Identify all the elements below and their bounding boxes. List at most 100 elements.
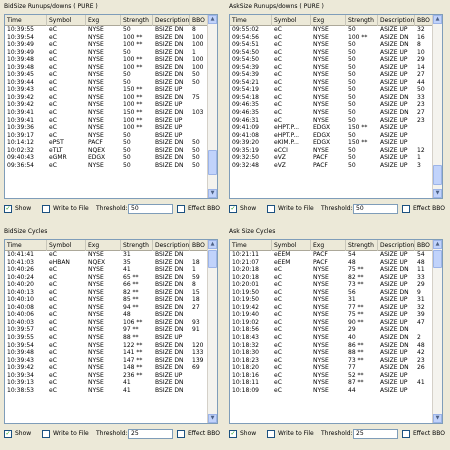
scroll-down-icon[interactable]: ▼ bbox=[208, 414, 217, 423]
table-row[interactable]: 10:18:11 eC NYSE 87 ** ASIZE UP 41 bbox=[230, 379, 433, 387]
scroll-thumb[interactable] bbox=[208, 250, 217, 268]
table-row[interactable]: 10:39:44 eC NYSE 50 BSIZE DN 50 bbox=[5, 79, 208, 87]
table-row[interactable]: 09:32:50 eVZ PACF 50 ASIZE UP 1 bbox=[230, 154, 433, 162]
table-row[interactable]: 10:18:20 eC NYSE 77 ASIZE DN 26 bbox=[230, 364, 433, 372]
table-row[interactable]: 09:46:35 eC NYSE 50 ASIZE UP 23 bbox=[230, 101, 433, 109]
show-checkbox[interactable]: ✓ bbox=[229, 205, 237, 213]
table-row[interactable]: 10:41:41 eC NYSE 31 BSIZE DN bbox=[5, 251, 208, 259]
table-row[interactable]: 10:18:16 eC NYSE 52 ** ASIZE UP bbox=[230, 372, 433, 380]
column-header-5[interactable]: BBO bbox=[415, 15, 433, 26]
scroll-up-icon[interactable]: ▲ bbox=[208, 15, 217, 24]
table-row[interactable]: 09:41:08 eHPT.P... EDGX 50 ASIZE UP bbox=[230, 132, 433, 140]
table-row[interactable]: 09:54:50 eC NYSE 50 ASIZE UP 10 bbox=[230, 49, 433, 57]
table-row[interactable]: 10:39:36 eC NYSE 100 ** BSIZE UP bbox=[5, 124, 208, 132]
table-row[interactable]: 10:18:43 eC NYSE 40 ASIZE DN 2 bbox=[230, 334, 433, 342]
table-row[interactable]: 10:39:42 eC NYSE 100 ** BSIZE UP bbox=[5, 101, 208, 109]
vertical-scrollbar[interactable]: ▲ ▼ bbox=[207, 240, 217, 423]
threshold-input[interactable]: 50 bbox=[128, 204, 173, 214]
effect-bbo-checkbox[interactable] bbox=[402, 205, 410, 213]
column-header-4[interactable]: Description bbox=[155, 15, 190, 26]
table-row[interactable]: 10:18:23 eC NYSE 73 ** ASIZE UP 23 bbox=[230, 357, 433, 365]
scroll-up-icon[interactable]: ▲ bbox=[433, 240, 442, 249]
table-row[interactable]: 10:39:43 eC NYSE 150 ** BSIZE UP bbox=[5, 86, 208, 94]
table-row[interactable]: 10:40:26 eC NYSE 41 BSIZE DN 1 bbox=[5, 266, 208, 274]
vertical-scrollbar[interactable]: ▲ ▼ bbox=[432, 15, 442, 198]
table-row[interactable]: 09:54:39 eC NYSE 50 ASIZE UP 14 bbox=[230, 64, 433, 72]
table-row[interactable]: 10:39:48 eC NYSE 141 ** BSIZE DN 133 bbox=[5, 349, 208, 357]
column-header-1[interactable]: Symbol bbox=[272, 240, 311, 251]
column-header-3[interactable]: Strength bbox=[121, 240, 153, 251]
column-header-3[interactable]: Strength bbox=[346, 240, 378, 251]
table-row[interactable]: 09:35:19 eCCI NYSE 50 ASIZE UP 12 bbox=[230, 147, 433, 155]
table-row[interactable]: 10:19:02 eC NYSE 90 ** ASIZE UP 47 bbox=[230, 319, 433, 327]
data-grid[interactable]: Time Symbol Exg Strength Description BBO 09:55… bbox=[229, 14, 443, 199]
column-header-1[interactable]: Symbol bbox=[272, 15, 311, 26]
effect-bbo-checkbox[interactable] bbox=[177, 205, 185, 213]
column-header-4[interactable]: Description bbox=[380, 15, 415, 26]
table-row[interactable]: 09:54:21 eC NYSE 50 ASIZE UP 44 bbox=[230, 79, 433, 87]
table-row[interactable]: 10:39:43 eC NYSE 147 ** BSIZE DN 139 bbox=[5, 357, 208, 365]
column-header-1[interactable]: Symbol bbox=[47, 15, 86, 26]
table-row[interactable]: 10:40:03 eC NYSE 106 ** BSIZE DN 93 bbox=[5, 319, 208, 327]
data-grid[interactable]: Time Symbol Exg Strength Description BBO 10:21… bbox=[229, 239, 443, 424]
table-row[interactable]: 10:14:12 ePST PACF 50 BSIZE DN 50 bbox=[5, 139, 208, 147]
table-row[interactable]: 10:19:50 eC NYSE 56 ASIZE DN 9 bbox=[230, 289, 433, 297]
threshold-input[interactable]: 50 bbox=[353, 204, 398, 214]
show-checkbox[interactable]: ✓ bbox=[4, 430, 12, 438]
column-header-0[interactable]: Time bbox=[5, 15, 47, 26]
column-header-0[interactable]: Time bbox=[5, 240, 47, 251]
table-row[interactable]: 10:39:48 eC NYSE 100 ** BSIZE DN 100 bbox=[5, 56, 208, 64]
data-grid[interactable]: Time Symbol Exg Strength Description BBO 10:41… bbox=[4, 239, 218, 424]
table-row[interactable]: 09:36:54 eC NYSE 50 BSIZE DN 50 bbox=[5, 162, 208, 170]
table-row[interactable]: 10:39:48 eC NYSE 100 ** BSIZE DN 100 bbox=[5, 64, 208, 72]
column-header-4[interactable]: Description bbox=[380, 240, 415, 251]
table-row[interactable]: 10:20:01 eC NYSE 73 ** ASIZE UP 29 bbox=[230, 281, 433, 289]
table-row[interactable]: 09:54:51 eC NYSE 50 ASIZE DN 8 bbox=[230, 41, 433, 49]
table-row[interactable]: 09:40:43 eGMR EDGX 50 BSIZE DN 50 bbox=[5, 154, 208, 162]
table-row[interactable]: 10:39:42 eC NYSE 100 ** BSIZE DN 75 bbox=[5, 94, 208, 102]
table-row[interactable]: 10:39:17 eC NYSE 50 BSIZE UP bbox=[5, 132, 208, 140]
column-header-3[interactable]: Strength bbox=[121, 15, 153, 26]
table-row[interactable]: 10:39:49 eC NYSE 100 ** BSIZE DN 100 bbox=[5, 41, 208, 49]
table-row[interactable]: 10:18:56 eC NYSE 29 ASIZE DN bbox=[230, 326, 433, 334]
table-row[interactable]: 10:39:45 eC NYSE 50 BSIZE DN 50 bbox=[5, 71, 208, 79]
threshold-input[interactable]: 25 bbox=[353, 429, 398, 439]
table-row[interactable]: 10:39:57 eC NYSE 97 ** BSIZE DN 91 bbox=[5, 326, 208, 334]
scroll-thumb[interactable] bbox=[433, 165, 442, 185]
table-row[interactable]: 09:54:39 eC NYSE 50 ASIZE UP 27 bbox=[230, 71, 433, 79]
column-header-1[interactable]: Symbol bbox=[47, 240, 86, 251]
table-row[interactable]: 10:39:13 eC NYSE 41 BSIZE DN bbox=[5, 379, 208, 387]
effect-bbo-checkbox[interactable] bbox=[177, 430, 185, 438]
table-row[interactable]: 10:39:41 eC NYSE 100 ** BSIZE UP bbox=[5, 117, 208, 125]
column-header-2[interactable]: Exg bbox=[86, 15, 121, 26]
table-row[interactable]: 09:46:35 eC NYSE 50 ASIZE DN 27 bbox=[230, 109, 433, 117]
column-header-2[interactable]: Exg bbox=[86, 240, 121, 251]
scroll-up-icon[interactable]: ▲ bbox=[208, 240, 217, 249]
table-row[interactable]: 10:39:41 eC NYSE 150 ** BSIZE DN 103 bbox=[5, 109, 208, 117]
table-row[interactable]: 10:21:07 eEEM PACF 48 ASIZE UP 48 bbox=[230, 259, 433, 267]
column-header-0[interactable]: Time bbox=[230, 15, 272, 26]
table-row[interactable]: 10:39:54 eC NYSE 122 ** BSIZE DN 120 bbox=[5, 342, 208, 350]
column-header-5[interactable]: BBO bbox=[415, 240, 433, 251]
data-grid[interactable]: Time Symbol Exg Strength Description BBO 10:39… bbox=[4, 14, 218, 199]
table-row[interactable]: 10:39:55 eC NYSE 88 ** BSIZE UP bbox=[5, 334, 208, 342]
table-row[interactable]: 10:40:13 eC NYSE 82 ** BSIZE DN 15 bbox=[5, 289, 208, 297]
write-to-file-checkbox[interactable] bbox=[42, 205, 50, 213]
table-row[interactable]: 10:18:30 eC NYSE 88 ** ASIZE UP 42 bbox=[230, 349, 433, 357]
write-to-file-checkbox[interactable] bbox=[42, 430, 50, 438]
table-row[interactable]: 10:02:32 eTLT NQEX 50 BSIZE DN 50 bbox=[5, 147, 208, 155]
table-row[interactable]: 10:41:03 eHBAN NQEX 35 BSIZE DN 18 bbox=[5, 259, 208, 267]
threshold-input[interactable]: 25 bbox=[128, 429, 173, 439]
column-header-5[interactable]: BBO bbox=[190, 15, 208, 26]
vertical-scrollbar[interactable]: ▲ ▼ bbox=[207, 15, 217, 198]
column-header-4[interactable]: Description bbox=[155, 240, 190, 251]
table-row[interactable]: 10:40:24 eC NYSE 65 ** BSIZE DN 59 bbox=[5, 274, 208, 282]
table-row[interactable]: 10:38:53 eC NYSE 41 BSIZE DN bbox=[5, 387, 208, 395]
write-to-file-checkbox[interactable] bbox=[267, 205, 275, 213]
table-row[interactable]: 10:39:34 eC NYSE 236 ** BSIZE UP bbox=[5, 372, 208, 380]
scroll-down-icon[interactable]: ▼ bbox=[433, 414, 442, 423]
table-row[interactable]: 09:54:19 eC NYSE 50 ASIZE UP 50 bbox=[230, 86, 433, 94]
table-row[interactable]: 09:54:56 eC NYSE 100 ** ASIZE DN 16 bbox=[230, 34, 433, 42]
table-row[interactable]: 10:19:42 eC NYSE 77 ** ASIZE UP 32 bbox=[230, 304, 433, 312]
effect-bbo-checkbox[interactable] bbox=[402, 430, 410, 438]
